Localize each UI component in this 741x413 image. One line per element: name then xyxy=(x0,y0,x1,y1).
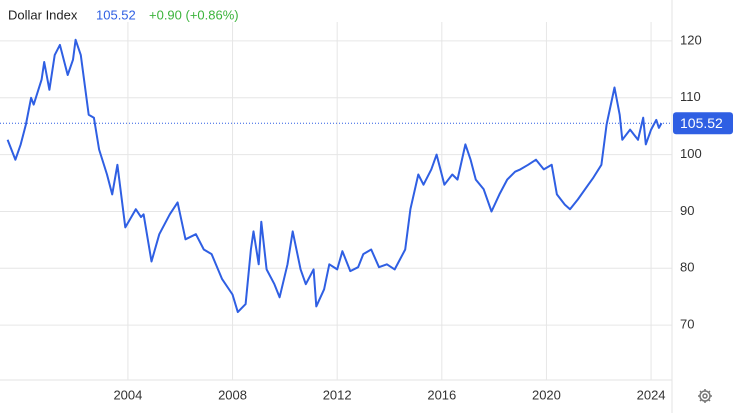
y-tick-label: 70 xyxy=(680,317,694,332)
x-tick-label: 2024 xyxy=(637,387,666,402)
y-tick-label: 90 xyxy=(680,203,694,218)
current-value-box xyxy=(673,112,733,135)
header-change: +0.90 (+0.86%) xyxy=(149,7,239,22)
x-tick-label: 2008 xyxy=(218,387,247,402)
x-tick-label: 2004 xyxy=(113,387,142,402)
data-line xyxy=(6,38,663,314)
y-tick-label: 110 xyxy=(680,89,701,104)
x-tick-label: 2020 xyxy=(532,387,561,402)
y-tick-label: 80 xyxy=(680,260,694,275)
x-tick-label: 2012 xyxy=(323,387,352,402)
y-tick-label: 120 xyxy=(680,32,702,47)
y-tick-label: 100 xyxy=(680,146,702,161)
header-value: 105.52 xyxy=(96,7,136,22)
x-tick-label: 2016 xyxy=(427,387,456,402)
settings-icon[interactable] xyxy=(698,389,712,403)
current-value-label: 105.52 xyxy=(680,115,723,131)
chart-title: Dollar Index xyxy=(8,7,78,22)
